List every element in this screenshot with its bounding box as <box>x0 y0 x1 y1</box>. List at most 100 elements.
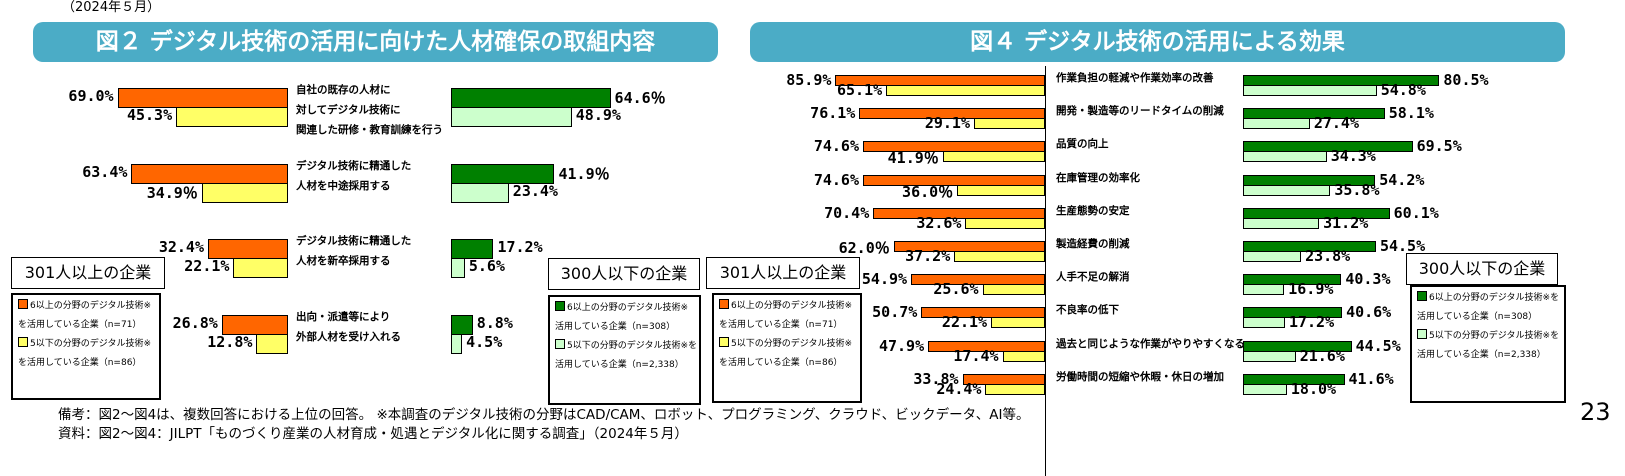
bar-large-series2 <box>1002 350 1045 362</box>
bar-small-series2 <box>1243 217 1320 229</box>
data-label: 16.9% <box>1288 280 1334 299</box>
category-label: 在庫管理の効率化 <box>1056 171 1140 184</box>
data-label: 27.4% <box>1313 114 1359 133</box>
data-label: 74.6% <box>813 137 859 156</box>
data-label: 31.2% <box>1323 213 1369 232</box>
bar-large-series2 <box>985 383 1045 395</box>
data-label: 45.3% <box>126 106 173 124</box>
data-label: 24.4% <box>936 379 982 398</box>
chart-title-fig2: 図２ デジタル技術の活用に向けた人材確保の取組内容 <box>33 22 718 62</box>
legend-entry: 5以下の分野のデジタル技術※を 活用している企業（n=2,338） <box>1417 331 1560 360</box>
bar-small-series1 <box>1243 108 1385 120</box>
legend-entry: 5以下の分野のデジタル技術※を 活用している企業（n=2,338） <box>555 341 698 370</box>
data-label: 18.0% <box>1290 379 1337 398</box>
bar-small-series2 <box>1243 151 1327 163</box>
legend-swatch <box>18 337 28 347</box>
category-label: 作業負担の軽減や作業効率の改善 <box>1056 72 1214 84</box>
data-label: 80.5% <box>1443 71 1489 89</box>
data-label: 62.0％ <box>838 239 890 257</box>
data-label: 40.3% <box>1345 270 1391 289</box>
bar-large-series2 <box>954 251 1045 262</box>
data-label: 22.1% <box>184 257 230 275</box>
bar-small-series1 <box>1243 274 1342 286</box>
page-number: 23 <box>1580 398 1611 426</box>
data-label: 23.8% <box>1305 247 1351 265</box>
data-label: 35.8% <box>1334 180 1380 199</box>
bar-small-series2 <box>451 258 465 278</box>
bar-large-series1 <box>911 274 1045 286</box>
data-label: 47.9% <box>878 336 925 355</box>
data-label: 8.8% <box>476 313 513 332</box>
bar-large-series1 <box>921 307 1045 319</box>
bar-large-series2 <box>982 284 1045 296</box>
data-label: 54.8% <box>1380 81 1426 99</box>
footnote-source: 資料：図2～図4：JILPT「ものづくり産業の人材育成・処遇とデジタル化に関する… <box>58 426 688 442</box>
survey-date-note: （2024年５月） <box>62 0 161 15</box>
category-label: 出向・派遣等により 外部人材を受け入れる <box>296 310 401 343</box>
data-label: 60.1% <box>1393 203 1439 222</box>
bar-small-series2 <box>451 333 463 354</box>
data-label: 48.9% <box>575 106 621 124</box>
legend-swatch <box>555 301 565 311</box>
group-label-small-fig2: 300人以下の企業 <box>548 258 700 290</box>
bar-large-series1 <box>131 163 288 184</box>
legend-entry: 6以上の分野のデジタル技術※ を活用している企業（n=71） <box>719 301 853 330</box>
data-label: 74.6% <box>813 170 859 189</box>
data-label: 44.5% <box>1355 336 1401 355</box>
bar-small-series1 <box>1243 307 1343 319</box>
bar-large-series1 <box>117 88 288 108</box>
bar-small-series1 <box>1243 373 1345 385</box>
data-label: 26.8% <box>172 313 218 332</box>
bar-small-series1 <box>451 163 555 184</box>
bar-large-series2 <box>942 151 1045 163</box>
category-label: 過去と同じような作業がやりやすくなる <box>1056 337 1245 350</box>
data-label: 50.7% <box>872 303 918 322</box>
data-label: 54.2% <box>1379 170 1425 189</box>
data-label: 33.8% <box>913 369 959 388</box>
bar-small-series1 <box>451 314 473 335</box>
bar-small-series2 <box>1243 350 1296 362</box>
group-label-large-fig2: 301人以上の企業 <box>11 257 165 289</box>
category-label: 品質の向上 <box>1056 138 1109 151</box>
data-label: 32.6% <box>916 213 962 232</box>
data-label: 12.8% <box>207 332 253 351</box>
legend-large-fig2: 6以上の分野のデジタル技術※ を活用している企業（n=71） 5以下の分野のデジ… <box>11 293 161 400</box>
bar-small-series2 <box>1243 184 1331 196</box>
bar-large-series2 <box>965 217 1045 229</box>
data-label: 22.1% <box>941 313 988 332</box>
data-label: 23.4% <box>512 181 558 200</box>
category-label: 労働時間の短縮や休暇・休日の増加 <box>1056 370 1224 383</box>
data-label: 4.5% <box>466 332 503 351</box>
data-label: 21.6% <box>1299 346 1345 365</box>
category-label: 人手不足の解消 <box>1056 271 1130 284</box>
legend-swatch <box>555 339 565 349</box>
category-label: デジタル技術に精通した 人材を新卒採用する <box>296 235 412 267</box>
bar-small-series1 <box>451 88 611 108</box>
data-label: 37.2% <box>905 247 951 265</box>
bar-small-series2 <box>1243 118 1310 130</box>
data-label: 34.3% <box>1330 147 1376 166</box>
legend-swatch <box>1417 329 1427 339</box>
bar-small-series2 <box>451 107 572 127</box>
data-label: 54.9% <box>861 270 908 289</box>
category-label: デジタル技術に精通した 人材を中途採用する <box>296 159 412 192</box>
bar-small-series1 <box>1243 241 1376 252</box>
data-label: 25.6% <box>933 280 979 299</box>
bar-large-series2 <box>886 85 1045 96</box>
data-label: 54.5% <box>1379 237 1426 255</box>
data-label: 64.6％ <box>614 89 666 107</box>
category-label: 開発・製造等のリードタイムの削減 <box>1056 105 1224 118</box>
bar-small-series2 <box>451 182 509 203</box>
bar-small-series2 <box>1243 284 1285 296</box>
data-label: 70.4% <box>824 203 870 222</box>
legend-swatch <box>719 299 729 309</box>
bar-small-series1 <box>1243 141 1413 153</box>
data-label: 5.6% <box>468 257 505 275</box>
data-label: 17.4% <box>953 346 999 365</box>
data-label: 41.6% <box>1348 369 1394 388</box>
bar-large-series2 <box>201 182 288 203</box>
data-label: 65.1% <box>837 81 883 99</box>
data-label: 85.9% <box>786 71 832 89</box>
legend-entry: 6以上の分野のデジタル技術※ を活用している企業（n=71） <box>18 301 152 330</box>
bar-large-series2 <box>973 118 1045 130</box>
